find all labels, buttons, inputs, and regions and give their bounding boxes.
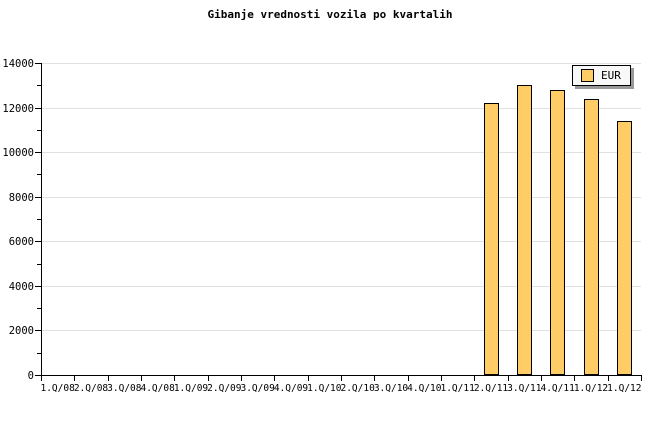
x-tick-label: 2.Q/09 [207,383,242,394]
x-tick-label: 4.Q/08 [140,383,175,394]
gridline [41,108,641,109]
y-minor-tick [37,219,41,220]
y-tick-label: 14000 [2,58,34,70]
y-tick [35,63,41,64]
gridline [41,197,641,198]
x-tick [641,376,642,381]
y-tick [35,286,41,287]
legend: EUR [572,65,631,86]
x-tick [408,376,409,381]
bar [584,99,599,375]
x-tick-label: 4.Q/10 [407,383,442,394]
y-tick-label: 4000 [8,281,34,293]
y-tick-label: 2000 [8,325,34,337]
y-minor-tick [37,130,41,131]
bar [484,103,499,375]
x-tick-label: 1.Q/11 [440,383,475,394]
y-minor-tick [37,264,41,265]
y-minor-tick [37,85,41,86]
x-tick-label: 1.Q/09 [173,383,209,394]
x-tick-label: 1.Q/12 [573,383,609,394]
x-tick-label: 1.Q/12 [607,383,642,394]
plot-area [41,63,641,375]
x-tick [74,376,75,381]
x-tick-label: 4.Q/09 [273,383,309,394]
y-tick [35,108,41,109]
y-minor-tick [37,174,41,175]
gridline [41,330,641,331]
x-tick [141,376,142,381]
x-tick-label: 4.Q/11 [540,383,575,394]
x-tick-label: 3.Q/09 [240,383,275,394]
x-tick-label: 2.Q/10 [340,383,375,394]
gridline [41,286,641,287]
y-tick [35,330,41,331]
y-tick-label: 12000 [2,103,34,115]
x-axis-line [41,375,642,376]
bar [517,85,532,375]
x-tick [608,376,609,381]
y-tick [35,241,41,242]
x-tick-label: 1.Q/08 [40,383,75,394]
x-tick [108,376,109,381]
x-tick [274,376,275,381]
chart-title: Gibanje vrednosti vozila po kvartalih [207,8,453,21]
legend-label: EUR [601,69,621,82]
gridline [41,152,641,153]
y-axis-line [41,63,42,376]
x-tick-label: 2.Q/11 [473,383,509,394]
x-tick [241,376,242,381]
y-minor-tick [37,353,41,354]
gridline [41,63,641,64]
x-tick [374,376,375,381]
x-tick [308,376,309,381]
gridline [41,241,641,242]
x-tick-label: 1.Q/10 [307,383,342,394]
y-minor-tick [37,308,41,309]
y-tick [35,375,41,376]
y-tick-label: 6000 [8,236,34,248]
x-tick-label: 2.Q/08 [73,383,109,394]
x-tick [41,376,42,381]
x-tick-label: 3.Q/11 [507,383,542,394]
y-tick-label: 0 [27,370,34,382]
y-tick [35,152,41,153]
x-tick [208,376,209,381]
bar [550,90,565,375]
x-tick [441,376,442,381]
bar [617,121,632,375]
x-tick-label: 3.Q/10 [373,383,409,394]
x-tick [174,376,175,381]
y-tick-label: 10000 [2,147,34,159]
y-tick-label: 8000 [8,192,34,204]
x-tick [341,376,342,381]
legend-swatch-icon [581,69,594,82]
x-tick [574,376,575,381]
x-tick [508,376,509,381]
y-tick [35,197,41,198]
x-tick-label: 3.Q/08 [107,383,142,394]
x-tick [541,376,542,381]
x-tick [474,376,475,381]
